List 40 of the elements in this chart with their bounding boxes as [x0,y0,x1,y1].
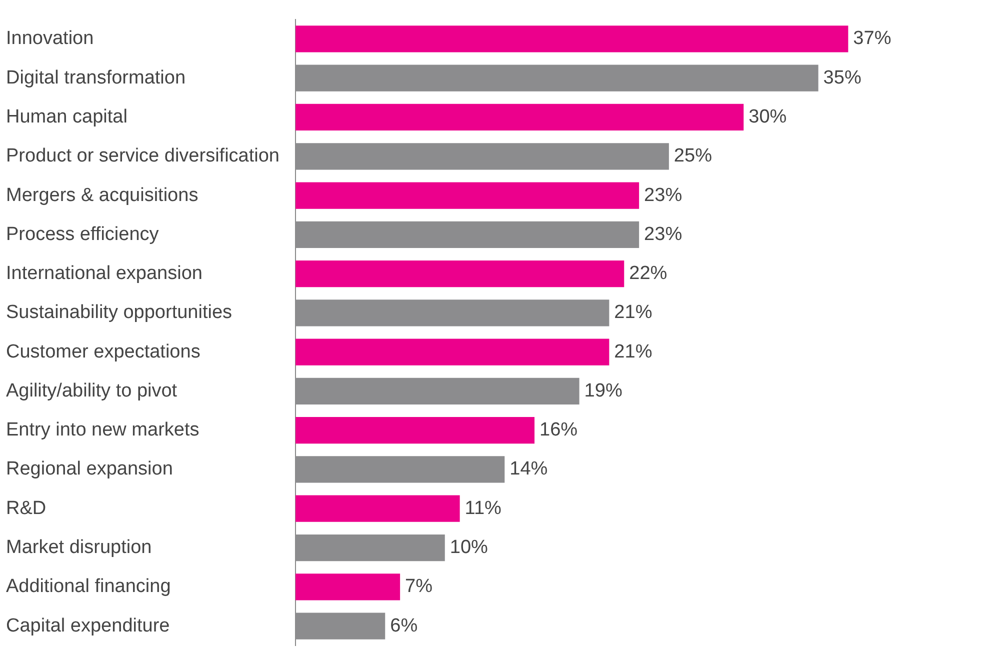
bar [295,104,744,131]
y-tick-label: Process efficiency [6,224,160,245]
bar [295,338,610,366]
data-label: 10% [450,536,488,558]
y-tick-label: Market disruption [6,536,152,558]
data-label: 37% [853,28,892,50]
data-label: 11% [464,498,502,519]
y-tick-label: Entry into new markets [6,420,200,441]
data-label: 21% [614,341,652,362]
y-tick-label: Additional financing [6,576,171,598]
y-tick-label: Agility/ability to pivot [6,380,178,402]
data-label: 19% [584,380,622,402]
bar [295,260,624,288]
data-label: 21% [614,302,652,324]
bar [295,182,640,209]
y-tick-label: Innovation [6,28,94,50]
data-label: 16% [540,420,578,441]
bar [295,417,534,444]
y-tick-label: Product or service diversification [6,146,280,167]
bar [295,574,400,600]
data-label: 7% [405,576,433,598]
y-tick-label: Mergers & acquisitions [6,184,198,206]
data-label: 35% [823,67,862,88]
y-tick-label: Human capital [6,106,128,128]
y-tick-label: Regional expansion [6,458,173,480]
data-label: 22% [629,263,668,284]
bar [295,495,460,522]
data-label: 6% [390,615,418,636]
data-label: 30% [748,106,787,128]
y-tick-label: Customer expectations [6,341,200,362]
y-tick-label: International expansion [6,263,202,284]
bar [295,26,848,52]
data-label: 25% [674,146,712,167]
y-tick-label: Digital transformation [6,67,186,88]
y-tick-label: Capital expenditure [6,615,170,636]
data-label: 14% [510,458,548,480]
y-tick-label: Sustainability opportunities [6,302,232,324]
data-label: 23% [644,184,682,206]
y-tick-label: R&D [6,498,46,519]
data-label: 23% [644,224,682,245]
